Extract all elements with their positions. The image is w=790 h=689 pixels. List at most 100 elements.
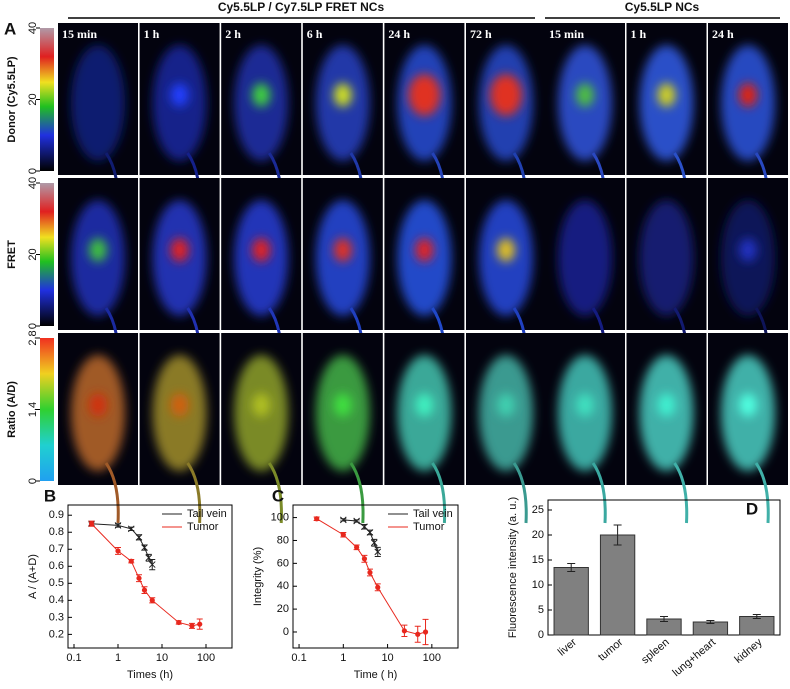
signal-spot [252,393,271,417]
time-label: 72 h [470,27,492,41]
y-tick-label: 80 [277,534,289,546]
mouse-tail [104,462,120,524]
signal-spot [497,393,515,417]
marker [353,517,360,525]
x-tick-label: lung+heart [670,636,718,679]
y-tick-label: 20 [277,603,289,615]
legend-label: Tumor [187,521,219,533]
signal-spot [89,238,107,262]
x-tick-label: 1 [115,652,121,664]
bar [739,616,775,636]
error-bar [567,563,576,572]
signal-spot [252,83,271,107]
row-label: FRET [6,240,18,269]
y-tick-label: 5 [538,604,544,616]
marker [88,521,95,527]
signal-spot [415,393,434,417]
marker [149,597,155,603]
bar [553,567,589,636]
y-axis-label: Fluorescence intensity (a. u.) [507,497,519,638]
row-label: Ratio (A/D) [6,381,18,438]
panel-label: C [272,486,284,505]
signal-spot [333,393,352,417]
marker [366,529,374,536]
y-tick-label: 25 [532,504,544,516]
image-grid: 15 min 1 h 2 h 6 h 24 h 72 h 15 min 1 h 24 h [58,23,788,524]
series-line [91,523,200,627]
panel-label: A [4,19,16,38]
group-title: Cy5.5LP NCs [625,0,700,14]
legend-label: Tumor [413,521,445,533]
colorbar-tick-label: 40 [27,22,39,34]
y-tick-label: 100 [271,511,289,523]
signal-spot [739,83,757,107]
row-label: Donor (Cy5.5LP) [6,56,18,143]
marker [127,525,135,533]
error-bar [752,614,761,619]
plot-frame [67,504,233,649]
mouse-body [639,200,694,316]
signal-spot [170,238,189,262]
marker [148,561,156,568]
marker [314,516,320,522]
x-tick-label: 10 [156,652,168,664]
marker [361,523,368,531]
marker [115,548,121,554]
y-tick-label: 0.2 [49,628,64,640]
colorbar-tick-label: 20 [27,248,39,260]
marker [141,587,148,593]
plot-frame [292,504,459,649]
x-tick-label: liver [556,636,579,658]
x-tick-label: 1 [340,652,346,664]
x-tick-label: 100 [197,652,215,664]
mouse-tail [186,462,202,524]
marker [415,631,421,637]
colorbar [40,28,54,171]
marker [114,522,122,529]
y-axis-label: Integrity (%) [252,547,264,606]
y-tick-label: 0.7 [49,543,64,555]
signal-spot [333,83,352,107]
signal-spot [415,238,434,262]
time-label: 1 h [144,27,160,41]
marker [136,575,142,581]
signal-spot [739,393,757,417]
time-label: 15 min [62,27,97,41]
x-tick-label: 0.1 [66,652,81,664]
legend-label: Tail vein [187,508,227,520]
x-axis-label: Times (h) [127,669,173,681]
y-tick-label: 20 [532,529,544,541]
panel-label: D [746,499,758,518]
colorbar [40,183,54,326]
colorbar-tick-label: 20 [27,93,39,105]
marker [367,569,373,576]
y-axis-label: A / (A+D) [27,554,39,599]
marker [176,619,182,626]
marker [197,621,203,627]
error-bar [706,620,715,624]
bar [599,534,636,636]
marker [354,544,360,550]
mouse-tail [591,462,607,524]
legend-label: Tail vein [413,508,453,520]
signal-spot [170,393,189,417]
marker [370,539,378,547]
signal-spot [576,83,594,107]
x-tick-label: spleen [639,636,672,666]
signal-spot [576,393,594,417]
time-label: 6 h [307,27,323,41]
signal-spot [252,238,271,262]
y-tick-label: 10 [532,579,544,591]
x-tick-label: tumor [596,636,626,663]
marker [374,548,382,556]
signal-spot [657,83,676,107]
signal-spot [497,238,515,262]
time-label: 2 h [225,27,241,41]
marker [340,532,346,538]
mouse-tail [754,462,770,524]
colorbar-tick-label: 2.8 [27,330,39,345]
y-tick-label: 0.5 [49,577,64,589]
mouse-tail [267,462,283,524]
marker [422,629,429,635]
signal-spot [89,393,107,417]
